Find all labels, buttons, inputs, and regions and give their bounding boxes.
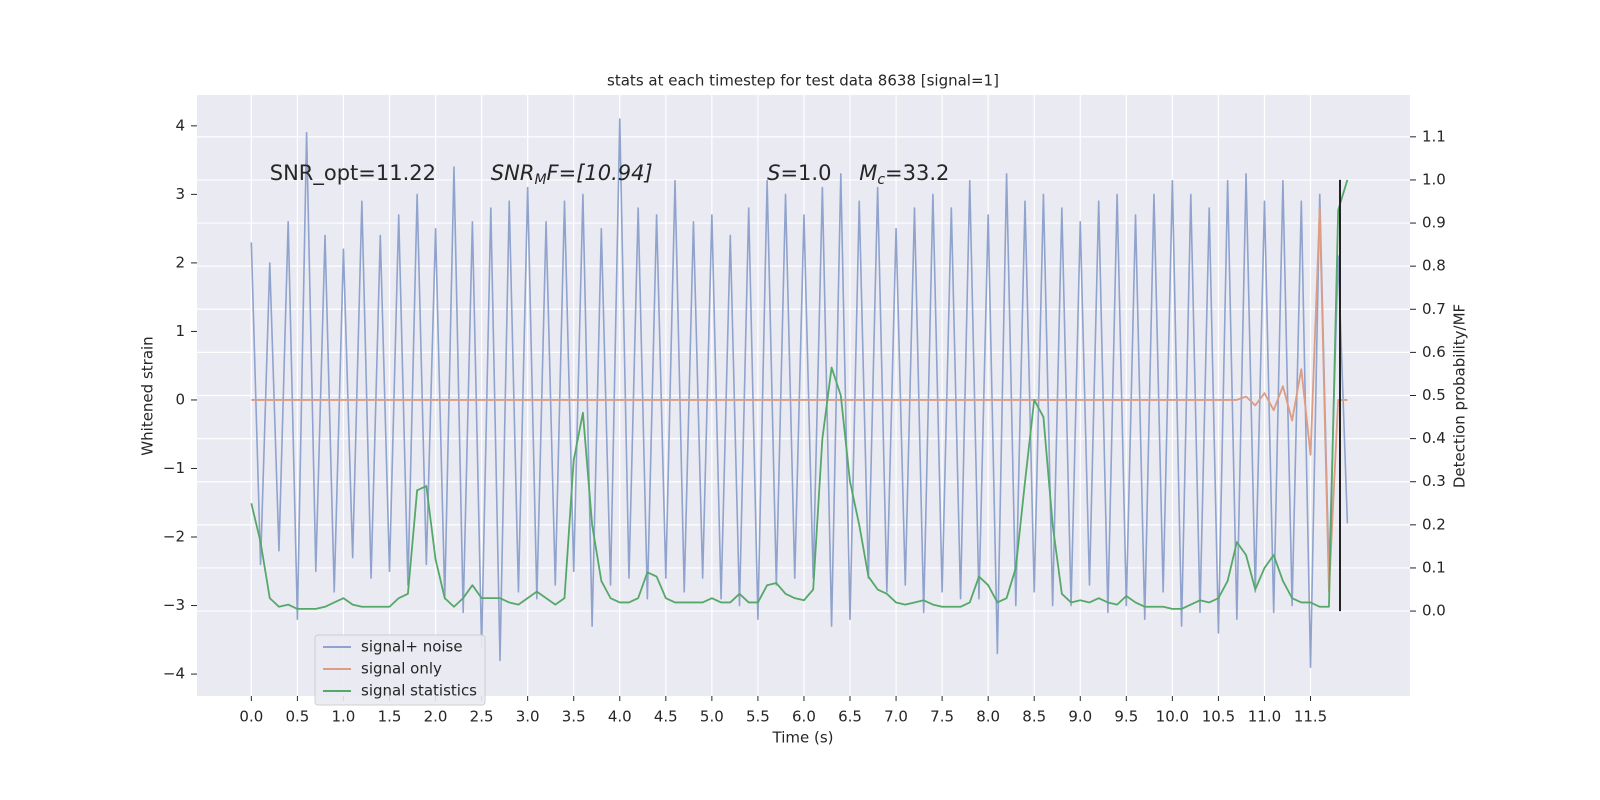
x-tick-label: 3.0 (516, 708, 540, 726)
x-tick-label: 0.0 (239, 708, 263, 726)
x-tick-label: 5.5 (746, 708, 770, 726)
y-tick-label: −1 (163, 459, 185, 477)
series-line (250, 179, 1349, 610)
y2-tick-label: 0.0 (1422, 602, 1446, 620)
y2-tick-label: 0.1 (1422, 558, 1446, 576)
y2-axis-label: Detection probability/MF (1451, 304, 1469, 488)
legend: signal+ noise signal only signal statistic… (314, 634, 486, 706)
annotation: S=1.0 (767, 161, 831, 185)
series-line (251, 207, 1348, 593)
legend-box (314, 634, 486, 706)
x-tick-label: 8.5 (1022, 708, 1046, 726)
y-tick-label: −2 (163, 528, 185, 546)
y-tick-label: 1 (175, 322, 185, 340)
x-tick-label: 7.0 (884, 708, 908, 726)
y2-tick-label: 0.5 (1422, 386, 1446, 404)
y2-tick-label: 1.1 (1422, 127, 1446, 145)
x-tick-label: 11.0 (1248, 708, 1281, 726)
x-tick-label: 2.5 (470, 708, 494, 726)
annotation-symbol: SNR (491, 161, 535, 185)
annotation-subscript: c (877, 172, 885, 188)
y2-tick-label: 0.3 (1422, 472, 1446, 490)
x-tick-label: 1.5 (378, 708, 402, 726)
x-tick-label: 9.5 (1114, 708, 1138, 726)
annotation-text: =1.0 (780, 161, 831, 185)
y2-tick-label: 0.9 (1422, 214, 1446, 232)
y2-tick-label: 0.7 (1422, 300, 1446, 318)
x-tick-label: 11.5 (1294, 708, 1327, 726)
x-tick-label: 1.0 (332, 708, 356, 726)
legend-label: signal only (361, 660, 442, 678)
x-tick-label: 4.0 (608, 708, 632, 726)
annotation: Mc=33.2 (859, 161, 949, 188)
y-axis-label: Whitened strain (139, 336, 157, 455)
x-tick-label: 10.0 (1156, 708, 1189, 726)
annotation-text: SNR_opt=11.22 (270, 161, 436, 186)
annotation-symbol: S (767, 161, 780, 185)
y2-tick-label: 0.8 (1422, 257, 1446, 275)
annotation-text: F=[10.94] (547, 161, 653, 185)
y2-tick-label: 1.0 (1422, 170, 1446, 188)
x-tick-label: 2.0 (424, 708, 448, 726)
x-tick-label: 0.5 (285, 708, 309, 726)
x-axis-label: Time (s) (772, 729, 834, 747)
y-tick-label: 0 (175, 390, 185, 408)
legend-label: signal+ noise (361, 638, 463, 656)
y2-tick-label: 0.6 (1422, 343, 1446, 361)
x-tick-label: 9.0 (1068, 708, 1092, 726)
annotation: SNR_opt=11.22 (270, 161, 436, 186)
y2-tick-label: 0.2 (1422, 515, 1446, 533)
annotation-subscript: M (534, 172, 546, 188)
x-tick-label: 6.5 (838, 708, 862, 726)
x-tick-label: 8.0 (976, 708, 1000, 726)
annotation-text: =33.2 (885, 161, 949, 185)
x-tick-label: 3.5 (562, 708, 586, 726)
x-tick-label: 6.0 (792, 708, 816, 726)
y-tick-label: 3 (175, 185, 185, 203)
y-tick-label: −3 (163, 596, 185, 614)
x-tick-label: 4.5 (654, 708, 678, 726)
series-line (250, 118, 1349, 669)
annotation-symbol: M (859, 161, 877, 185)
x-tick-label: 10.5 (1202, 708, 1235, 726)
x-tick-label: 7.5 (930, 708, 954, 726)
chart-title: stats at each timestep for test data 863… (607, 72, 999, 90)
y-tick-label: 4 (175, 116, 185, 134)
annotation: SNRMF=[10.94] (491, 161, 653, 188)
x-tick-label: 5.0 (700, 708, 724, 726)
y-tick-label: −4 (163, 665, 185, 683)
y-tick-label: 2 (175, 253, 185, 271)
y2-tick-label: 0.4 (1422, 429, 1446, 447)
legend-label: signal statistics (361, 682, 477, 700)
